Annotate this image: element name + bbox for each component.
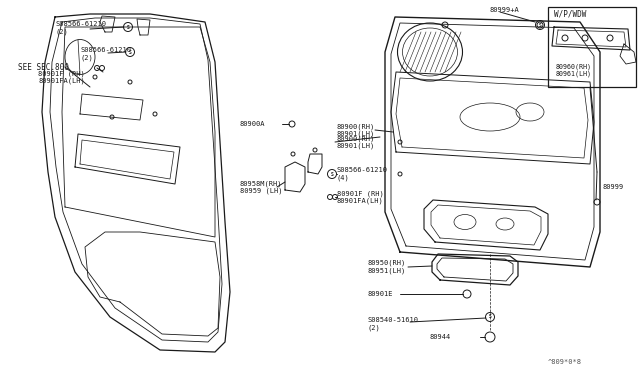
Text: 80999: 80999: [603, 184, 624, 190]
Text: 80999+A: 80999+A: [490, 7, 520, 13]
Text: S: S: [127, 25, 129, 29]
Text: S08566-61210
(2): S08566-61210 (2): [55, 21, 106, 35]
Text: 80900A: 80900A: [240, 121, 266, 127]
Text: S: S: [129, 49, 131, 55]
Text: 80900(RH)
80901(LH): 80900(RH) 80901(LH): [337, 123, 375, 137]
Text: 80900(RH)
80901(LH): 80900(RH) 80901(LH): [337, 135, 375, 149]
Text: 80901E: 80901E: [368, 291, 394, 297]
Text: W/P/WDW: W/P/WDW: [554, 10, 586, 19]
Bar: [548, 7, 636, 87]
Text: 80950(RH)
80951(LH): 80950(RH) 80951(LH): [368, 260, 406, 274]
Text: SEE SEC.800: SEE SEC.800: [18, 62, 69, 71]
Text: S08566-61210
(4): S08566-61210 (4): [337, 167, 388, 181]
Text: 80901F (RH)
80901FA(LH): 80901F (RH) 80901FA(LH): [337, 190, 384, 204]
Text: S: S: [331, 171, 333, 176]
Text: S08566-61210
(2): S08566-61210 (2): [80, 47, 131, 61]
Text: 80960(RH)
80961(LH): 80960(RH) 80961(LH): [556, 63, 592, 77]
Text: S: S: [539, 22, 541, 28]
Text: 80901F (RH)
80901FA(LH): 80901F (RH) 80901FA(LH): [38, 70, 84, 84]
Text: 80944: 80944: [430, 334, 451, 340]
Text: ^809*0*8: ^809*0*8: [548, 359, 582, 365]
Text: S: S: [488, 314, 492, 320]
Text: S08540-51610
(2): S08540-51610 (2): [368, 317, 419, 331]
Text: 80958M(RH)
80959 (LH): 80958M(RH) 80959 (LH): [240, 180, 282, 194]
